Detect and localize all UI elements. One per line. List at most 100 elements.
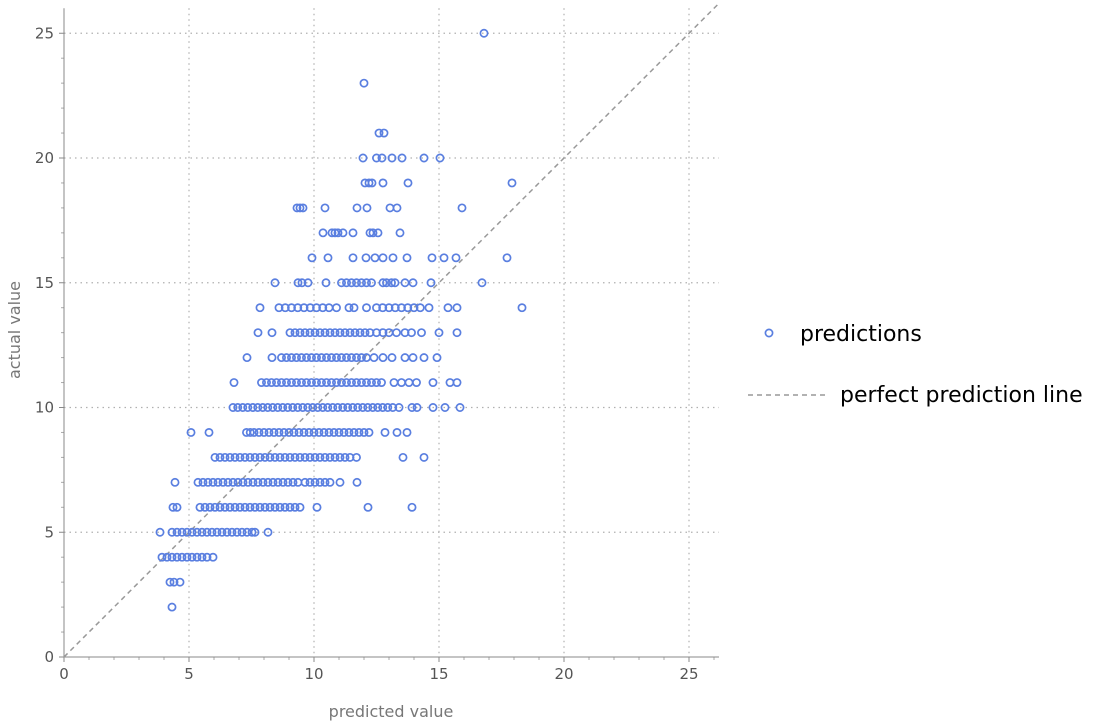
data-point <box>388 403 398 412</box>
data-point <box>327 353 336 363</box>
data-point <box>300 452 310 462</box>
data-point <box>155 527 165 537</box>
data-point <box>354 428 364 437</box>
data-point <box>233 403 243 412</box>
data-point <box>317 378 326 387</box>
data-point <box>225 502 235 512</box>
data-point <box>197 527 207 537</box>
data-point <box>312 303 321 313</box>
data-point <box>293 477 303 487</box>
data-point <box>267 328 277 338</box>
data-point <box>348 228 358 238</box>
data-point <box>242 353 252 363</box>
x-axis-label: predicted value <box>329 702 454 721</box>
data-point <box>265 452 275 462</box>
data-point <box>285 328 295 338</box>
data-point <box>360 328 370 338</box>
data-point <box>395 228 405 238</box>
data-point <box>322 353 331 363</box>
data-point <box>175 577 185 587</box>
data-point <box>419 153 429 163</box>
tick-labels: 0 5 10 15 20 25 0 5 10 15 20 25 <box>35 24 699 683</box>
data-point <box>352 477 362 487</box>
data-point <box>280 303 290 313</box>
data-point <box>335 477 345 487</box>
data-point <box>367 378 376 387</box>
data-point <box>367 178 377 188</box>
data-point <box>297 378 306 387</box>
data-point <box>313 403 323 412</box>
data-point <box>419 452 429 462</box>
data-point <box>270 278 280 288</box>
data-point <box>162 552 172 562</box>
data-point <box>273 403 283 412</box>
data-point <box>195 502 205 512</box>
data-point <box>243 477 253 487</box>
data-point <box>337 353 346 363</box>
data-point <box>403 178 413 188</box>
data-point <box>338 228 348 238</box>
data-point <box>264 428 274 437</box>
data-point <box>392 428 402 437</box>
data-point <box>260 502 270 512</box>
y-tick-label: 25 <box>35 24 54 42</box>
data-point <box>268 403 278 412</box>
data-point <box>369 353 379 363</box>
data-point <box>303 278 313 288</box>
data-point <box>305 452 315 462</box>
data-point <box>377 153 387 163</box>
data-point <box>287 378 296 387</box>
data-point <box>288 477 298 487</box>
data-point <box>398 452 408 462</box>
data-point <box>172 527 182 537</box>
data-point <box>177 552 187 562</box>
data-point <box>452 328 462 338</box>
data-point <box>284 428 294 437</box>
data-point <box>283 403 293 412</box>
data-point <box>267 378 276 387</box>
legend-predictions-label: predictions <box>800 322 922 347</box>
data-point <box>445 378 455 387</box>
data-point <box>384 303 394 313</box>
data-point <box>349 303 359 313</box>
x-tick-label: 20 <box>554 665 573 683</box>
data-point <box>328 403 338 412</box>
data-point <box>502 253 512 263</box>
data-point <box>325 477 335 487</box>
data-point <box>278 477 288 487</box>
data-point <box>187 527 197 537</box>
data-point <box>289 428 299 437</box>
data-point <box>327 378 336 387</box>
data-point <box>263 403 273 412</box>
data-point <box>243 403 253 412</box>
data-point <box>235 452 245 462</box>
data-point <box>323 253 333 263</box>
data-point <box>404 378 414 387</box>
data-point <box>307 253 317 263</box>
data-point <box>349 428 359 437</box>
data-point <box>345 328 355 338</box>
data-point <box>270 502 280 512</box>
data-point <box>348 403 358 412</box>
data-point <box>245 452 255 462</box>
data-point <box>507 178 517 188</box>
data-point <box>302 378 311 387</box>
y-tick-label: 0 <box>44 648 54 666</box>
data-point <box>290 328 300 338</box>
data-point <box>253 477 263 487</box>
data-point <box>340 452 350 462</box>
data-point <box>479 28 489 38</box>
x-tick-label: 5 <box>184 665 194 683</box>
data-point <box>389 378 399 387</box>
data-point <box>227 527 237 537</box>
data-point <box>290 452 300 462</box>
data-point <box>255 452 265 462</box>
data-point <box>407 502 417 512</box>
data-point <box>297 278 307 288</box>
data-point <box>350 328 360 338</box>
data-point <box>228 403 238 412</box>
data-point <box>385 203 395 213</box>
data-point <box>277 353 286 363</box>
data-point <box>378 403 388 412</box>
data-point <box>362 303 371 313</box>
